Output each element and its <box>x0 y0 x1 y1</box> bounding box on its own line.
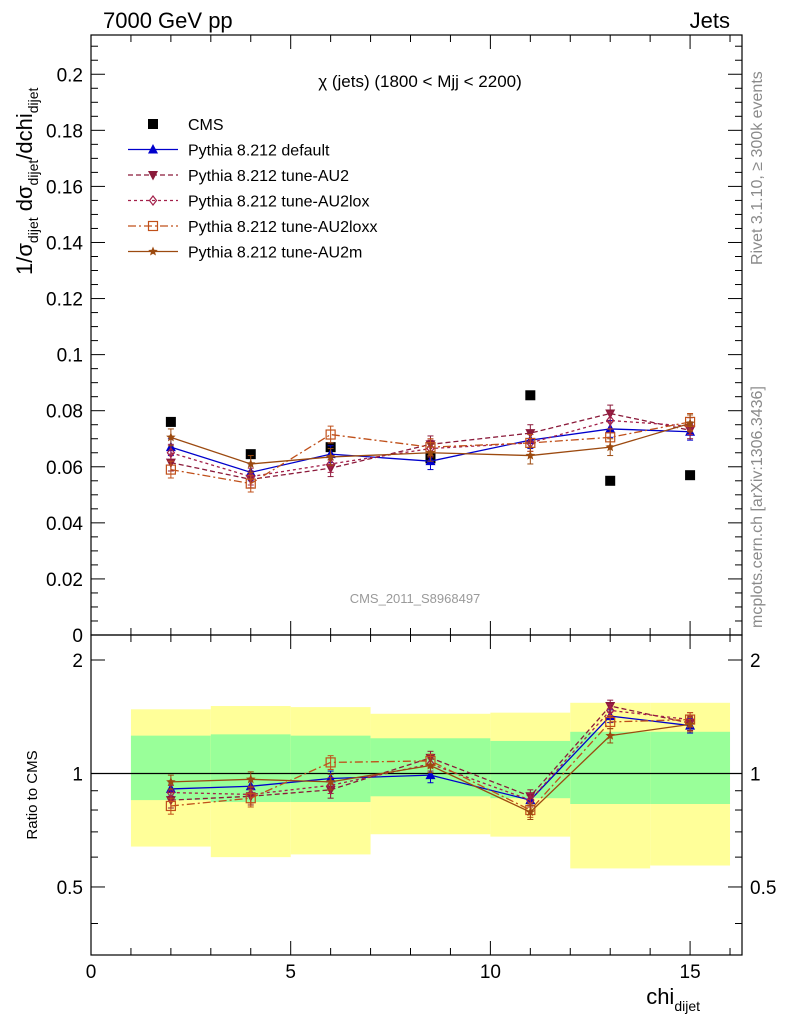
legend-marker <box>147 220 159 232</box>
mcplots-label: mcplots.cern.ch [arXiv:1306.3436] <box>749 386 766 628</box>
ratio-ytick-label-right: 2 <box>750 651 761 672</box>
main-ytick-label: 0.02 <box>46 570 83 591</box>
main-ytick-label: 0.04 <box>46 514 83 535</box>
ratio-xtick-label: 0 <box>86 962 97 983</box>
main-point <box>605 415 615 426</box>
ratio-point <box>425 769 436 780</box>
main-point <box>246 458 256 469</box>
ratio-xtick-label: 10 <box>480 962 501 983</box>
ratio-point <box>246 774 256 784</box>
main-ytick-label: 0.2 <box>57 65 83 86</box>
main-point <box>525 450 536 460</box>
ratio-ylabel: Ratio to CMS <box>24 750 41 839</box>
main-point <box>166 447 176 459</box>
ratio-point <box>425 760 436 770</box>
ratio-frame <box>90 634 743 956</box>
main-point <box>605 442 615 452</box>
legend-marker <box>148 119 158 129</box>
ratio-point <box>605 716 616 728</box>
ratio-point <box>605 704 615 716</box>
ratio-ytick-label: 2 <box>72 651 83 672</box>
ratio-xlabel: chidijet <box>646 984 700 1014</box>
ratio-band-inner <box>650 731 731 804</box>
ratio-point <box>165 800 176 812</box>
ratio-point <box>525 807 536 817</box>
main-point <box>245 478 256 489</box>
ratio-point <box>685 719 695 729</box>
header-right: Jets <box>690 8 730 33</box>
main-ytick-label: 0.06 <box>46 458 83 479</box>
main-ylabel: 1/σdijet dσdijet/dchidijet <box>12 87 41 275</box>
main-point <box>685 470 696 481</box>
ratio-point <box>325 757 336 768</box>
ratio-ytick-label: 0.5 <box>57 878 83 899</box>
ratio-xtick-label: 5 <box>285 962 296 983</box>
main-point <box>325 429 336 440</box>
main-point <box>166 432 176 442</box>
legend-label: Pythia 8.212 tune-AU2 <box>188 168 349 185</box>
legend-label: Pythia 8.212 tune-AU2loxx <box>188 219 377 236</box>
legend-label: CMS <box>188 117 224 134</box>
ratio-point <box>605 730 615 740</box>
main-point <box>165 416 176 427</box>
ratio-ytick-label-right: 1 <box>750 764 761 785</box>
main-point <box>525 390 536 401</box>
legend-marker <box>148 246 158 256</box>
legend-marker <box>148 144 158 154</box>
header-left: 7000 GeV pp <box>103 8 233 33</box>
ratio-point <box>325 776 336 786</box>
main-ytick-label: 0.1 <box>57 346 83 367</box>
ratio-point <box>166 776 176 786</box>
ratio-point <box>166 787 176 799</box>
legend-label: Pythia 8.212 tune-AU2lox <box>188 194 369 211</box>
ratio-ytick-label: 1 <box>72 764 83 785</box>
main-point <box>245 449 256 460</box>
main-ytick-label: 0.12 <box>46 290 83 311</box>
ratio-ytick-label-right: 0.5 <box>750 878 776 899</box>
main-point <box>525 429 536 439</box>
ratio-xtick-label: 15 <box>680 962 701 983</box>
main-ytick-label: 0.14 <box>46 233 83 254</box>
main-title: χ (jets) (1800 < Mjj < 2200) <box>318 72 522 91</box>
legend-label: Pythia 8.212 tune-AU2m <box>188 245 362 262</box>
main-point <box>425 447 436 457</box>
main-ytick-label: 0.18 <box>46 121 83 142</box>
main-point <box>605 475 616 486</box>
ratio-point <box>245 793 256 804</box>
main-point <box>685 418 695 428</box>
legend-marker <box>148 171 158 181</box>
main-ytick-label: 0 <box>72 626 83 647</box>
legend-marker <box>148 195 158 206</box>
main-ytick-label: 0.08 <box>46 402 83 423</box>
rivet-label: Rivet 3.1.10, ≥ 300k events <box>749 71 766 265</box>
main-ytick-label: 0.16 <box>46 177 83 198</box>
legend-label: Pythia 8.212 default <box>188 143 330 160</box>
main-point <box>326 458 335 470</box>
watermark: CMS_2011_S8968497 <box>350 591 481 606</box>
main-point <box>165 464 176 475</box>
main-point <box>325 451 336 462</box>
